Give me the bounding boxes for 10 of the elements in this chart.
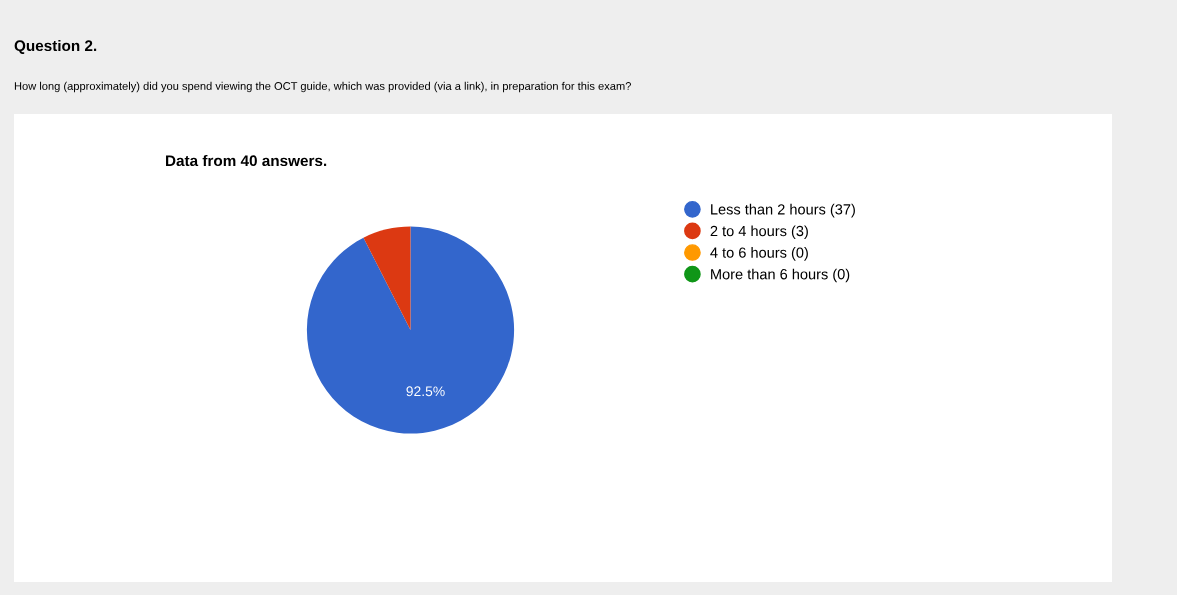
chart-subtitle: How long (approximately) did you spend viewing the OCT guide, which was provided (via a link), in preparation for this exam? (14, 81, 631, 93)
legend-label: 4 to 6 hours (0) (710, 247, 808, 261)
data-label: 92.5% (406, 386, 445, 397)
pie-slice (363, 226, 411, 330)
text: Data from 40 answers. (166, 154, 327, 167)
pie-slice (306, 226, 515, 434)
legend-label: Less than 2 hours (37) (711, 203, 855, 218)
text: Question 2. (14, 39, 97, 54)
legend-label: 2 to 4 hours (3) (710, 225, 808, 240)
legend-label: More than 6 hours (0) (711, 268, 850, 283)
